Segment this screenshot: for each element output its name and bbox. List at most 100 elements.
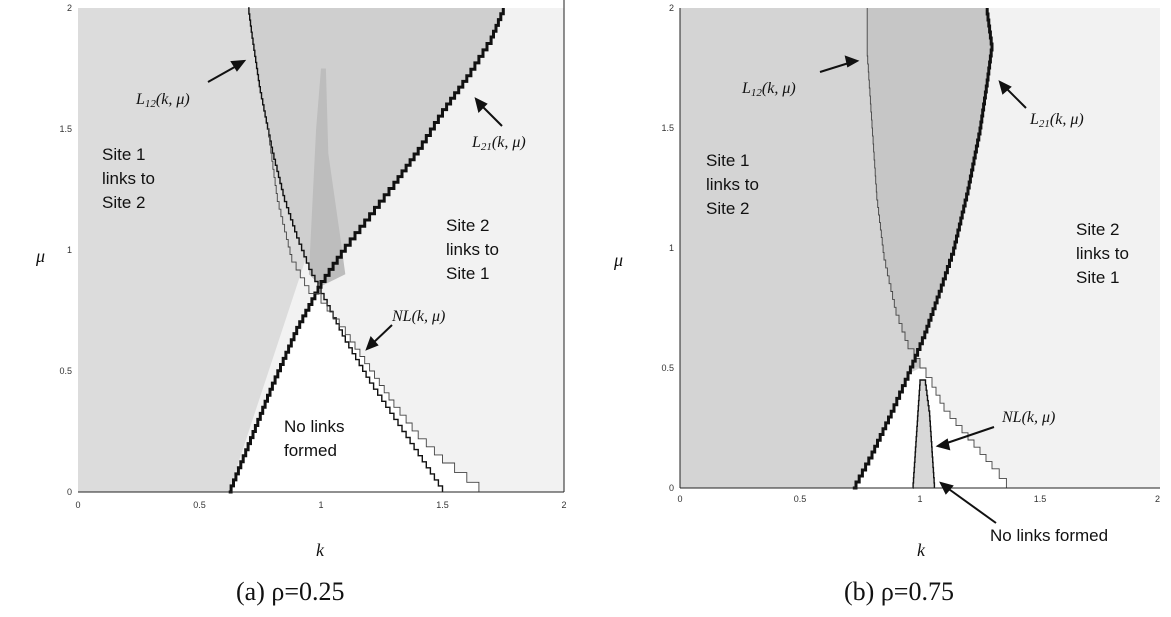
- panel-a-x-tick-label: 0.5: [193, 500, 206, 510]
- panel-b-site1-line2: links to: [706, 175, 759, 194]
- panel-b-x-ticks: 0 0.5 1 1.5 2: [677, 494, 1160, 504]
- panel-a-arrows: [207, 59, 503, 351]
- panel-b-site2-line2: links to: [1076, 244, 1129, 263]
- panel-a-x-tick-label: 1: [318, 500, 323, 510]
- panel-a-site1-line3: Site 2: [102, 193, 145, 212]
- panel-b-curve-l12: [866, 8, 1007, 488]
- panel-a-l21-arrowhead: [474, 97, 488, 113]
- panel-a-region-site1-label: Site 1 links to Site 2: [102, 145, 160, 212]
- panel-b-curve-l21: [852, 8, 994, 490]
- panel-b-nl-arrow: [943, 426, 995, 445]
- panel-b-l12-label-args: (k, μ): [762, 80, 796, 97]
- panel-b-x-tick-label: 0.5: [794, 494, 807, 504]
- panel-a-site2-line3: Site 1: [446, 264, 489, 283]
- panel-a-nl-arrow: [371, 324, 393, 345]
- panel-b-nl-label-main: NL: [1001, 409, 1022, 426]
- panel-b-l21-label-main: L: [1029, 111, 1039, 128]
- panel-a-nl-label-main: NL: [391, 308, 412, 325]
- panel-a-y-axis-label: μ: [35, 246, 45, 266]
- panel-b-x-tick-label: 1: [917, 494, 922, 504]
- panel-b-l12-label-sub: 12: [751, 87, 763, 99]
- panel-a-x-tick-label: 1.5: [436, 500, 449, 510]
- panel-a-y-tick-label: 2: [67, 3, 72, 13]
- panel-b-l21-label: L21(k, μ): [1029, 111, 1084, 130]
- panel-a-y-tick-label: 1: [67, 245, 72, 255]
- panel-b-y-tick-label: 1: [669, 243, 674, 253]
- panel-a-y-tick-label: 1.5: [59, 124, 72, 134]
- panel-a-site2-line2: links to: [446, 240, 499, 259]
- panel-a-curve-l12: [248, 7, 444, 492]
- panel-a-region-nolinks-label: No links formed: [284, 417, 349, 460]
- panel-a-y-tick-label: 0.5: [59, 366, 72, 376]
- panel-b-region-site2-label: Site 2 links to Site 1: [1076, 220, 1134, 287]
- panel-b-l12-arrowhead: [844, 55, 860, 68]
- panel-a-curve-nl: [267, 128, 480, 492]
- panel-b-nolinks-arrow: [945, 486, 997, 524]
- panel-a: 0 0.5 1 1.5 2 0 0.5 1 1.5 2 Site 1 links to Site…: [35, 0, 567, 606]
- panel-b-caption: (b) ρ=0.75: [844, 577, 954, 606]
- panel-b-site1-line3: Site 2: [706, 199, 749, 218]
- panel-a-l12-label-args: (k, μ): [156, 91, 190, 108]
- panel-a-caption: (a) ρ=0.25: [236, 577, 345, 606]
- panel-b: 0 0.5 1 1.5 2 0 0.5 1 1.5 2 Site 1 links to Site…: [613, 3, 1160, 606]
- panel-b-l21-arrowhead: [998, 80, 1012, 95]
- panel-a-l12-label-sub: 12: [145, 98, 157, 110]
- panel-b-site1-region: [680, 8, 926, 488]
- panel-a-nl-label-args: (k, μ): [412, 308, 446, 325]
- panel-a-site1-line2: links to: [102, 169, 155, 188]
- panel-a-l12-label-main: L: [135, 91, 145, 108]
- panel-b-site2-line1: Site 2: [1076, 220, 1119, 239]
- panel-b-site2-line3: Site 1: [1076, 268, 1119, 287]
- panel-a-l21-label-sub: 21: [481, 141, 492, 153]
- panel-a-y-ticks: 0 0.5 1 1.5 2: [59, 3, 72, 497]
- panel-b-x-tick-label: 2: [1155, 494, 1160, 504]
- panel-a-x-ticks: 0 0.5 1 1.5 2: [75, 500, 566, 510]
- panel-a-y-tick-label: 0: [67, 487, 72, 497]
- panel-b-arrows: [819, 55, 1027, 524]
- panel-b-l21-label-sub: 21: [1039, 118, 1050, 130]
- panel-a-site1-region: [78, 8, 307, 492]
- panel-b-x-tick-label: 1.5: [1034, 494, 1047, 504]
- panel-b-y-tick-label: 1.5: [661, 123, 674, 133]
- panel-b-between-region: [867, 8, 992, 368]
- panel-a-region-site2-label: Site 2 links to Site 1: [446, 216, 504, 283]
- panel-b-region-nolinks-label: No links formed: [990, 526, 1108, 545]
- panel-b-l12-label-main: L: [741, 80, 751, 97]
- panel-b-nl-arrowhead: [935, 438, 951, 451]
- panel-b-l21-label-args: (k, μ): [1050, 111, 1084, 128]
- panel-b-y-ticks: 0 0.5 1 1.5 2: [661, 3, 674, 493]
- panel-a-x-axis-label: k: [316, 540, 325, 560]
- panel-a-l12-label: L12(k, μ): [135, 91, 190, 110]
- panel-a-l21-label-args: (k, μ): [492, 134, 526, 151]
- panel-a-x-tick-label: 2: [561, 500, 566, 510]
- panel-a-nl-label: NL(k, μ): [391, 308, 445, 325]
- panel-b-nolinks-arrowhead: [939, 481, 954, 495]
- panel-a-no-links-region: [228, 287, 479, 492]
- panel-b-no-links-spike: [912, 380, 935, 488]
- panel-b-y-tick-label: 0.5: [661, 363, 674, 373]
- panel-b-y-tick-label: 2: [669, 3, 674, 13]
- panel-a-nolinks-line1: No links: [284, 417, 344, 436]
- panel-a-l21-label: L21(k, μ): [471, 134, 526, 153]
- panel-b-nl-label: NL(k, μ): [1001, 409, 1055, 426]
- panel-a-overlap-spike: [308, 68, 346, 287]
- panel-a-site2-line1: Site 2: [446, 216, 489, 235]
- panel-b-l12-label: L12(k, μ): [741, 80, 796, 99]
- panel-b-x-tick-label: 0: [677, 494, 682, 504]
- panel-b-y-tick-label: 0: [669, 483, 674, 493]
- panel-a-site1-line1: Site 1: [102, 145, 145, 164]
- panel-b-y-axis-label: μ: [613, 250, 623, 270]
- panel-b-x-axis-label: k: [917, 540, 926, 560]
- panel-a-l21-label-main: L: [471, 134, 481, 151]
- panel-b-nl-label-args: (k, μ): [1022, 409, 1056, 426]
- panel-b-region-site1-label: Site 1 links to Site 2: [706, 151, 764, 218]
- panel-a-x-tick-label: 0: [75, 500, 80, 510]
- panel-a-l12-arrowhead: [230, 59, 247, 72]
- panel-b-curve-nl: [912, 379, 936, 489]
- panel-a-curve-l21: [228, 8, 505, 494]
- panel-a-nl-arrowhead: [365, 336, 379, 351]
- panel-a-between-region: [248, 8, 504, 282]
- panel-b-site1-line1: Site 1: [706, 151, 749, 170]
- panel-a-nolinks-line2: formed: [284, 441, 337, 460]
